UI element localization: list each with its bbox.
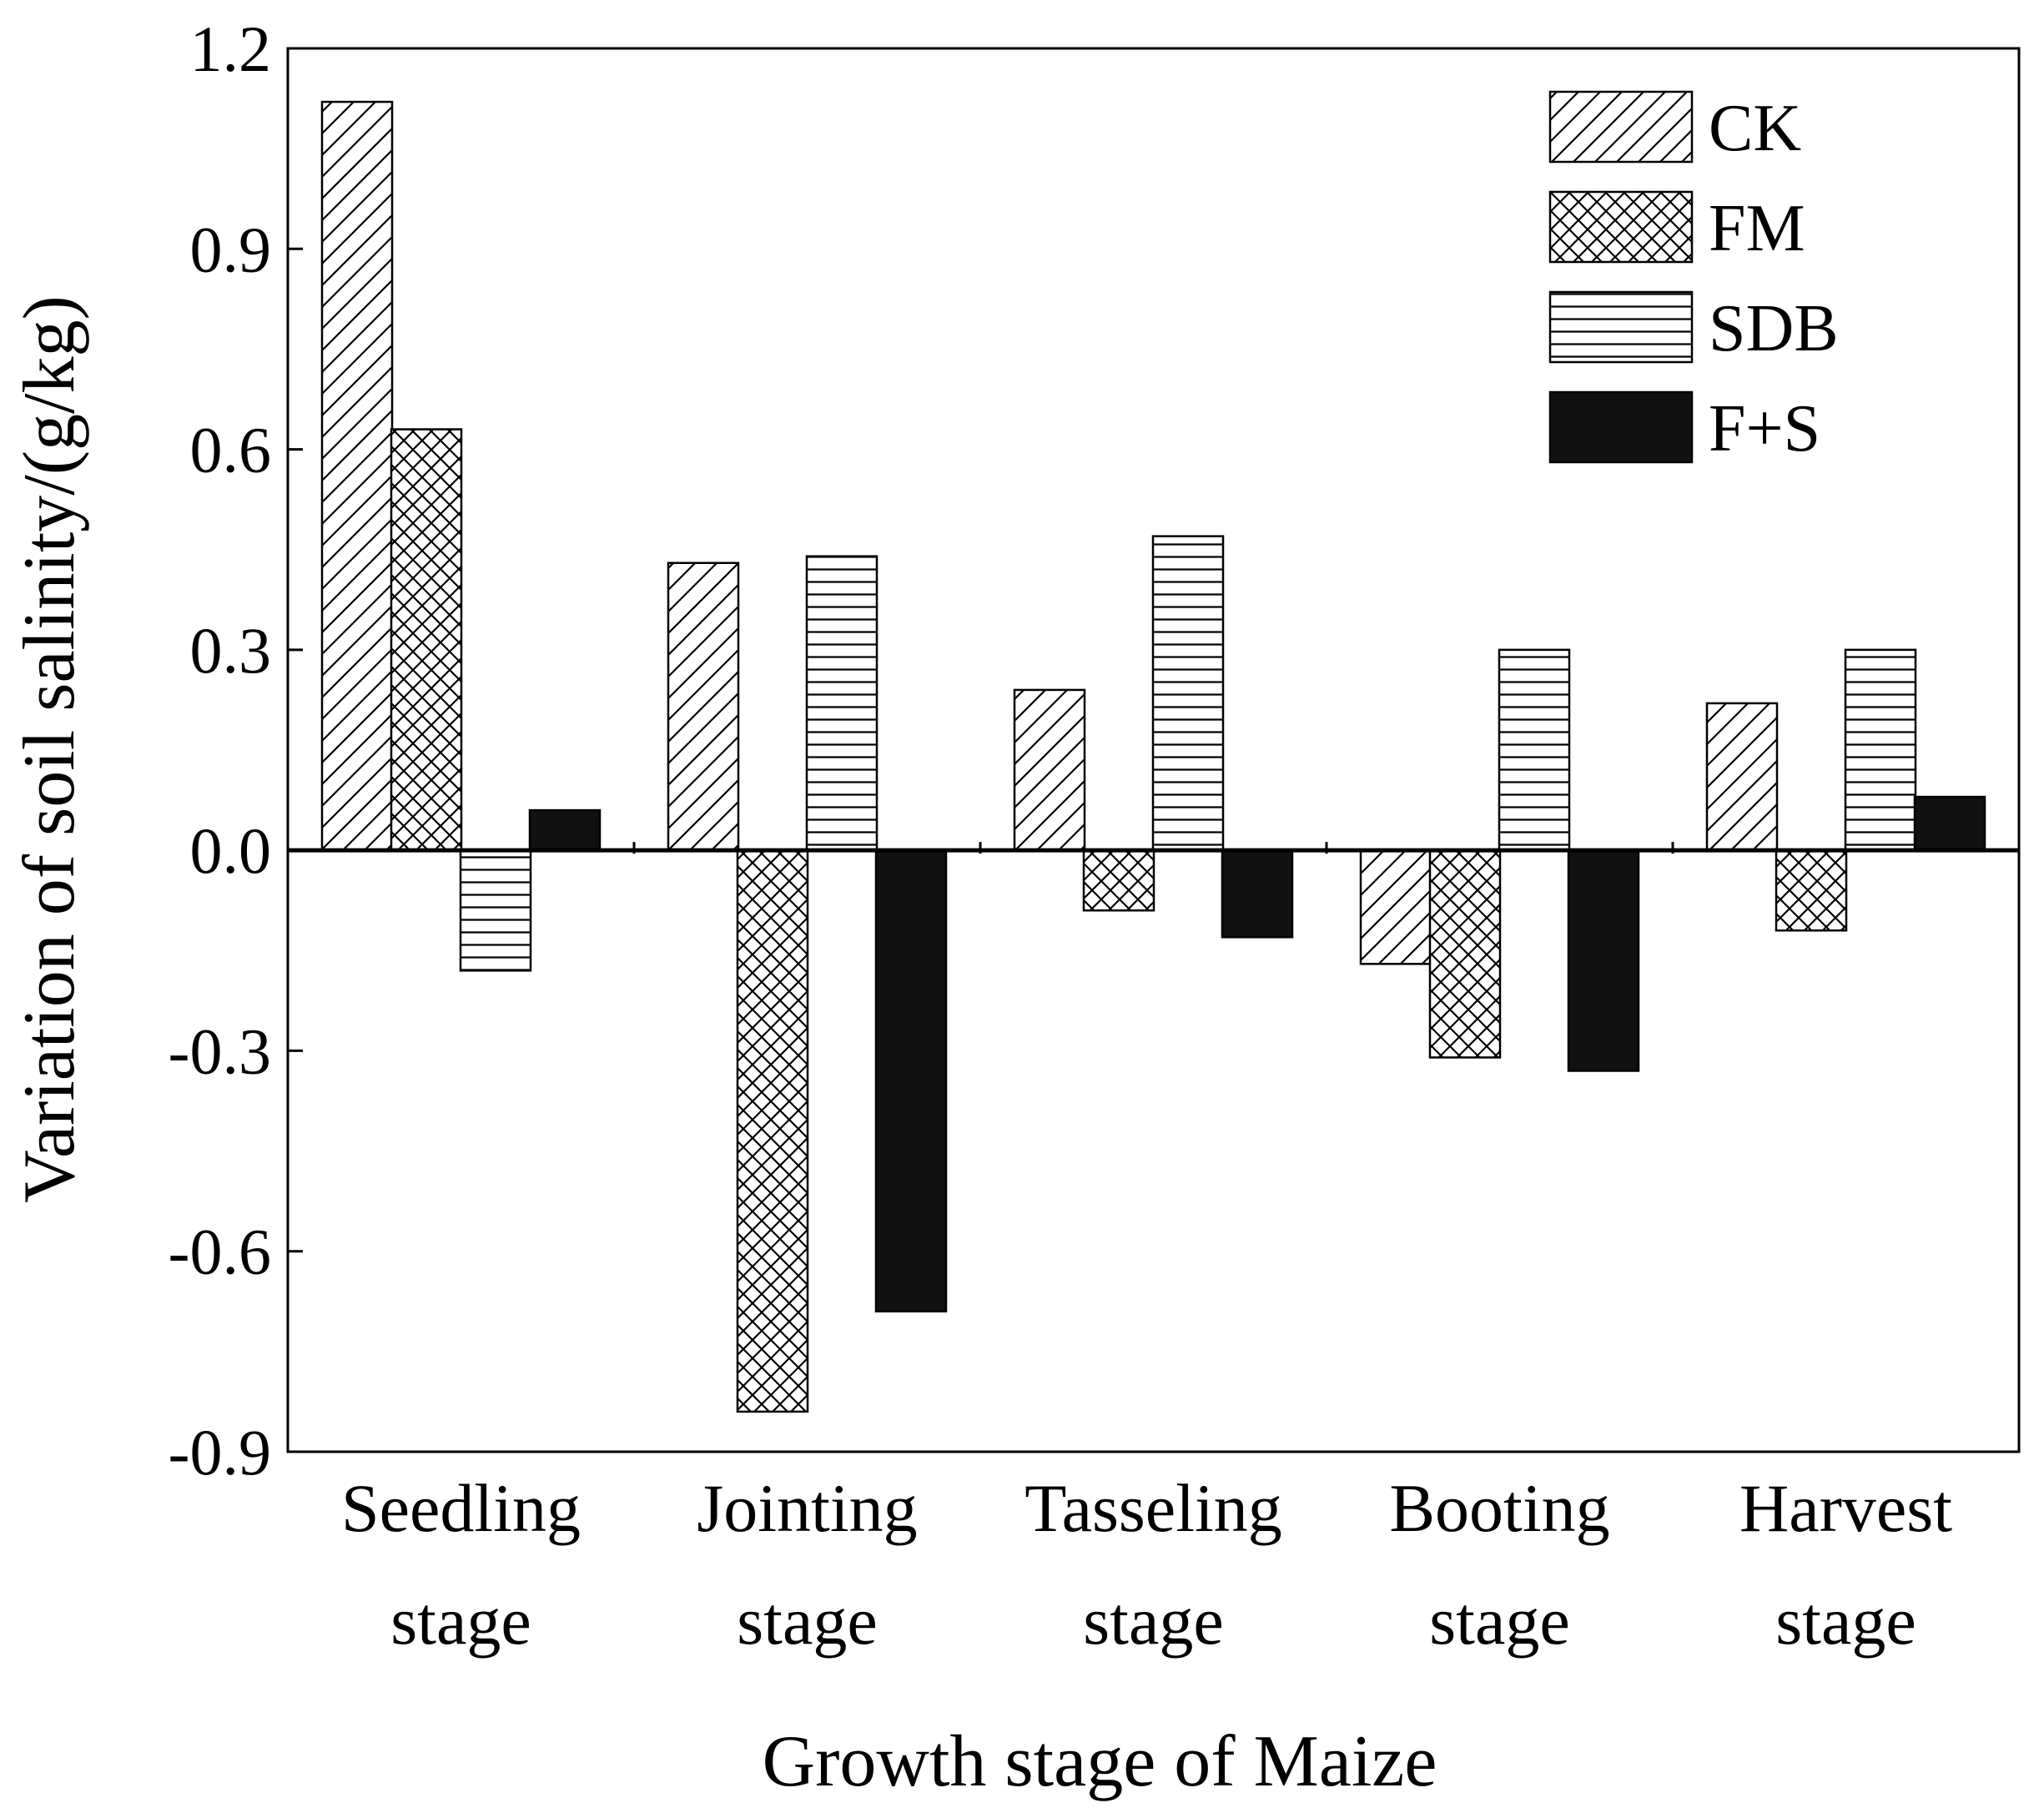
x-axis-title: Growth stage of Maize — [763, 1721, 1437, 1802]
bar-f-s-4 — [1567, 849, 1640, 1072]
bar-fm-5 — [1775, 849, 1848, 932]
legend-label: SDB — [1709, 292, 1839, 365]
legend-label: FM — [1709, 192, 1805, 265]
bar-ck-2 — [667, 562, 740, 852]
x-category-label: Tasseling — [1025, 1470, 1282, 1546]
x-category-sublabel: stage — [390, 1583, 531, 1659]
legend-label: F+S — [1709, 392, 1820, 466]
y-tick-label: 0.9 — [190, 213, 272, 285]
bars — [320, 100, 1986, 1413]
x-category-sublabel: stage — [1775, 1583, 1916, 1659]
x-category-label: Booting — [1389, 1470, 1609, 1546]
legend-swatch-sdb — [1548, 290, 1694, 364]
bar-f-s-3 — [1221, 849, 1294, 939]
x-category-sublabel: stage — [1083, 1583, 1223, 1659]
legend-swatch-ck — [1548, 90, 1694, 164]
plot-frame — [286, 47, 2021, 1453]
bar-f-s-1 — [528, 808, 602, 852]
bar-sdb-2 — [805, 555, 879, 852]
bar-ck-5 — [1705, 702, 1779, 852]
y-tick-label: -0.6 — [169, 1216, 271, 1288]
bar-fm-3 — [1082, 849, 1155, 912]
bar-ck-1 — [320, 100, 394, 852]
bar-sdb-1 — [459, 849, 532, 972]
axes-frame — [286, 47, 2021, 1453]
bar-fm-1 — [390, 428, 463, 852]
y-tick-label: 0.0 — [190, 814, 272, 887]
bar-ck-4 — [1359, 849, 1432, 965]
bar-fm-2 — [736, 849, 809, 1413]
legend: CK FM SDB F+S — [1548, 90, 1839, 466]
y-tick-label: 0.6 — [190, 414, 272, 486]
legend-swatch-fm — [1548, 190, 1694, 264]
x-category-sublabel: stage — [1429, 1583, 1569, 1659]
y-tick-label: 1.2 — [190, 13, 272, 85]
bar-f-s-5 — [1913, 795, 1986, 852]
bar-sdb-4 — [1498, 648, 1571, 852]
legend-swatch-f-s — [1548, 390, 1694, 464]
y-tick-label: -0.3 — [169, 1015, 271, 1087]
zero-line — [288, 842, 2019, 854]
x-category-label: Seedling — [341, 1470, 581, 1546]
bar-sdb-3 — [1151, 535, 1225, 852]
bar-ck-3 — [1013, 688, 1086, 852]
bar-fm-4 — [1428, 849, 1502, 1059]
bar-f-s-2 — [874, 849, 948, 1313]
y-axis-title: Variation of soil salinity/(g/kg) — [9, 295, 90, 1203]
y-tick-label: -0.9 — [169, 1416, 271, 1488]
y-axis-ticks: -0.9 -0.6 -0.3 0.0 0.3 0.6 0.9 1.2 — [169, 13, 303, 1488]
x-category-sublabel: stage — [737, 1583, 877, 1659]
x-category-label: Harvest — [1739, 1470, 1952, 1546]
bar-sdb-5 — [1844, 648, 1917, 852]
x-axis-categories: Seedling stage Jointing stage Tasseling stage… — [341, 1470, 1952, 1659]
legend-label: CK — [1709, 92, 1801, 165]
y-tick-label: 0.3 — [190, 614, 272, 687]
x-category-label: Jointing — [697, 1470, 917, 1546]
